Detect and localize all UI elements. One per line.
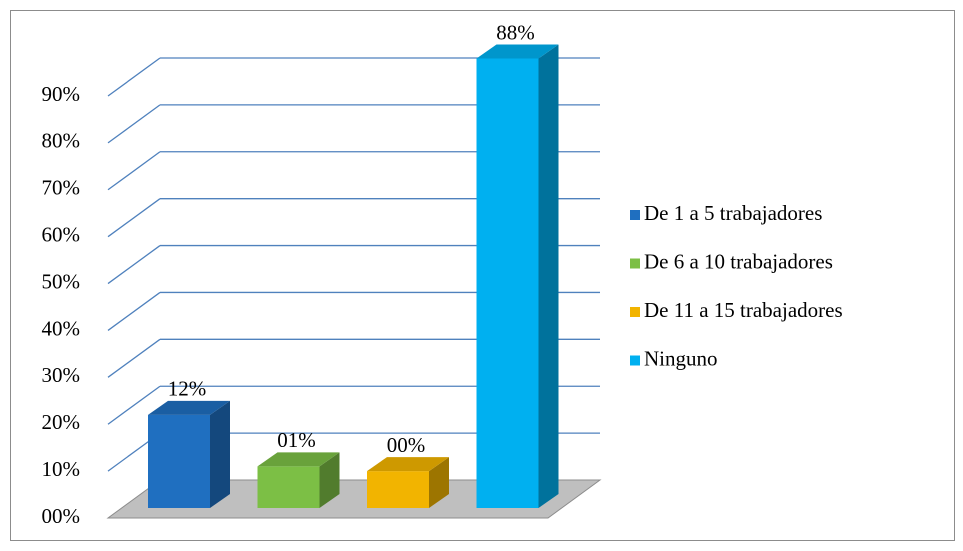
bar-top: [367, 457, 449, 472]
bar-side: [319, 452, 340, 508]
bar-side: [210, 400, 230, 508]
grid-line: [107, 291, 161, 331]
y-tick-label: 00%: [42, 504, 81, 528]
y-tick-label: 10%: [42, 457, 81, 481]
y-tick-label: 80%: [42, 129, 81, 153]
bar-front: [257, 466, 320, 508]
legend-swatch: [630, 355, 640, 366]
grid-line: [107, 385, 161, 425]
legend-swatch: [630, 210, 640, 220]
data-label: 00%: [387, 433, 426, 457]
grid-line: [107, 57, 161, 97]
data-label: 01%: [277, 428, 316, 452]
legend-swatch: [630, 258, 640, 269]
grid-line: [107, 198, 161, 238]
legend-label: Ninguno: [644, 346, 718, 370]
grid-line: [107, 338, 161, 378]
y-tick-label: 90%: [42, 82, 81, 106]
bar-top: [257, 452, 340, 467]
bar-front: [367, 471, 429, 508]
y-tick-label: 50%: [42, 269, 81, 293]
y-tick-label: 70%: [42, 176, 81, 200]
y-tick-label: 40%: [42, 316, 81, 340]
legend-label: De 1 a 5 trabajadores: [644, 201, 822, 225]
grid-line: [107, 151, 161, 191]
bar-top: [148, 400, 230, 415]
legend-swatch: [630, 307, 640, 317]
bar-side: [429, 457, 449, 508]
y-tick-label: 60%: [42, 222, 81, 246]
legend-label: De 11 a 15 trabajadores: [644, 298, 843, 322]
bar-front: [148, 414, 210, 508]
grid-line: [107, 104, 161, 144]
bar-top: [476, 44, 559, 59]
bar-side: [538, 44, 559, 508]
data-label: 12%: [168, 377, 207, 401]
grid-line: [107, 245, 161, 285]
y-tick-label: 30%: [42, 363, 81, 387]
data-label: 88%: [496, 20, 535, 44]
legend-label: De 6 a 10 trabajadores: [644, 249, 833, 273]
bar-front: [476, 58, 539, 508]
y-tick-label: 20%: [42, 410, 81, 434]
